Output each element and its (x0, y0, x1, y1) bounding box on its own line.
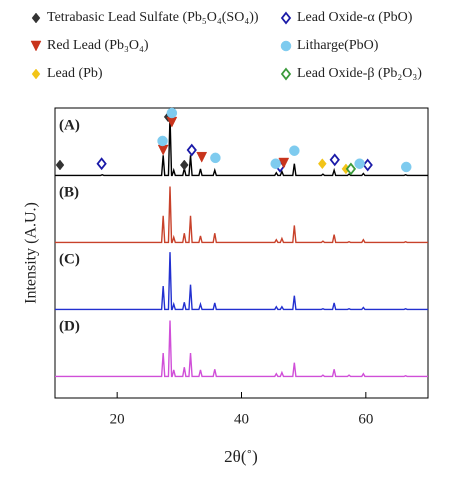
x-axis-label: 2θ(˚) (224, 447, 258, 466)
legend-label: Tetrabasic Lead Sulfate (Pb₅O₄(SO₄)) (47, 10, 259, 25)
legend-label: Lead (Pb) (47, 66, 103, 81)
phase-marker (166, 107, 178, 119)
phase-marker (157, 135, 168, 147)
phase-marker (96, 157, 107, 171)
pattern-line (55, 186, 428, 244)
legend-label: Red Lead (Pb₃O₄) (47, 38, 149, 53)
phase-marker (55, 159, 65, 171)
pattern-line (55, 252, 428, 311)
x-tick-label: 40 (234, 411, 249, 427)
legend-label: Lead Oxide-α (PbO) (297, 10, 413, 25)
phase-marker (210, 152, 221, 164)
x-tick-label: 20 (110, 411, 125, 427)
legend-marker (31, 12, 41, 24)
phase-marker (157, 144, 169, 156)
phase-marker (186, 143, 197, 157)
legend-marker (31, 68, 41, 80)
phase-marker (179, 159, 189, 171)
phase-marker (329, 153, 340, 167)
legend-label: Lead Oxide-β (Pb₂O₃) (297, 66, 422, 81)
phase-marker (362, 158, 373, 172)
phase-marker (317, 158, 327, 170)
plot-frame (54, 107, 429, 399)
phase-marker (354, 158, 365, 169)
pattern-label: (B) (59, 184, 79, 200)
phase-marker (289, 145, 300, 156)
legend-marker (30, 40, 42, 52)
phase-marker (278, 157, 290, 169)
legend-label: Litharge(PbO) (297, 38, 379, 53)
y-axis-label: Intensity (A.U.) (23, 202, 40, 304)
phase-marker (270, 158, 281, 169)
phase-marker (166, 116, 178, 128)
pattern-label: (D) (59, 318, 80, 334)
legend-marker (280, 11, 292, 25)
x-tick-label: 60 (358, 411, 373, 427)
pattern-label: (A) (59, 117, 80, 133)
legend-marker (280, 40, 292, 52)
phase-marker (196, 151, 208, 163)
pattern-line (55, 116, 428, 177)
legend-marker (280, 67, 292, 81)
phase-marker (345, 162, 357, 176)
pattern-label: (C) (59, 251, 80, 267)
pattern-line (55, 320, 428, 378)
phase-marker (400, 161, 412, 173)
